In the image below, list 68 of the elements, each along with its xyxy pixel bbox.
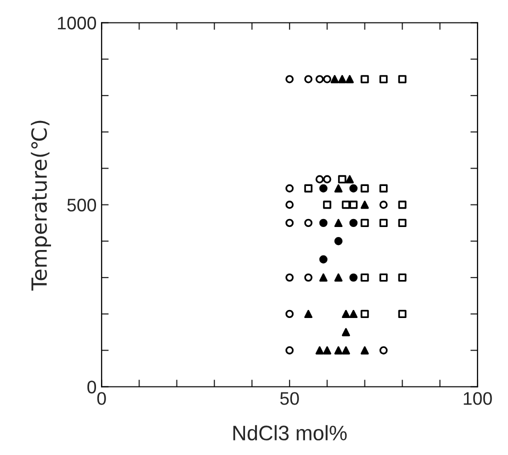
point [323, 75, 332, 84]
point [316, 346, 324, 354]
x-tick-label: 0 [97, 392, 106, 405]
point [319, 273, 328, 282]
y-axis-title: Temperature(℃) [30, 120, 52, 291]
point [379, 75, 388, 84]
point [379, 346, 388, 354]
point [379, 200, 388, 209]
point [316, 175, 324, 184]
point [285, 346, 294, 354]
point [342, 346, 350, 354]
point [379, 273, 388, 282]
point [398, 218, 406, 228]
point [360, 218, 369, 228]
point [342, 328, 350, 336]
point [319, 255, 328, 264]
point [304, 75, 312, 84]
y-tick-label: 0 [87, 380, 96, 394]
point [285, 184, 294, 192]
point [285, 218, 294, 228]
point [379, 184, 388, 192]
point [349, 310, 358, 318]
point [338, 75, 346, 84]
point [334, 184, 343, 192]
point [360, 184, 369, 192]
point [379, 218, 388, 228]
point [304, 184, 312, 192]
point [398, 310, 406, 318]
point [346, 75, 354, 84]
x-tick-label: 50 [280, 392, 299, 405]
point [319, 218, 328, 228]
point [334, 218, 343, 228]
x-axis-title: NdCl3 mol% [233, 425, 347, 440]
point [330, 75, 339, 84]
point [323, 175, 332, 184]
point [285, 200, 294, 209]
point [304, 310, 312, 318]
point [338, 175, 346, 184]
point [304, 273, 312, 282]
point [323, 200, 332, 209]
point [304, 218, 312, 228]
point [346, 175, 354, 184]
point [398, 200, 406, 209]
point [319, 184, 328, 192]
point [342, 200, 350, 209]
point [398, 273, 406, 282]
point [360, 75, 369, 84]
y-tick-label: 500 [67, 198, 96, 212]
point [334, 237, 343, 246]
point [349, 218, 358, 228]
point [334, 273, 343, 282]
point [285, 273, 294, 282]
point [360, 310, 369, 318]
point [285, 310, 294, 318]
point [349, 200, 358, 209]
point [360, 346, 369, 354]
y-tick-label: 1000 [58, 16, 96, 30]
point [285, 75, 294, 84]
point [360, 200, 369, 209]
point [316, 75, 324, 84]
point [334, 346, 343, 354]
point [349, 273, 358, 282]
point [323, 346, 332, 354]
point [398, 75, 406, 84]
point [360, 273, 369, 282]
x-tick-label: 100 [464, 392, 492, 405]
point [342, 310, 350, 318]
point [349, 184, 358, 192]
